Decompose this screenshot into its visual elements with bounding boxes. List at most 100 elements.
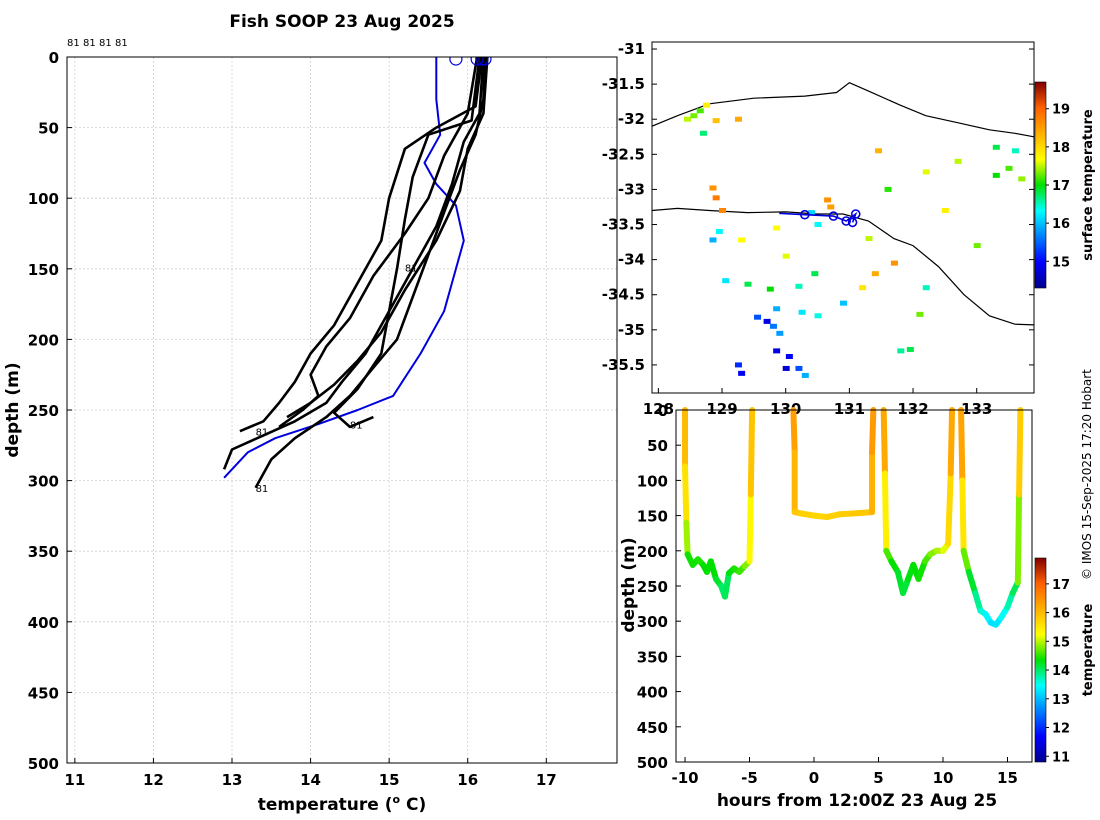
profile-ticks: 11 12 13 14 15 16 17 0 50 100 150 200 250 300 350 400 45… bbox=[28, 49, 557, 789]
profile-x-label: temperature (o C) bbox=[258, 793, 427, 815]
profile-label: 81 bbox=[256, 484, 269, 495]
profile-label: 81 bbox=[405, 264, 418, 275]
profile-y-tick-label: 50 bbox=[38, 120, 59, 138]
sst-pixel bbox=[865, 236, 873, 242]
profile-top-label: 81 bbox=[83, 38, 96, 49]
profile-top-label: 81 bbox=[99, 38, 112, 49]
sst-pixel bbox=[941, 207, 949, 213]
sst-pixel bbox=[814, 222, 822, 228]
section-y-tick-label: 500 bbox=[637, 754, 668, 772]
section-x-tick-label: 5 bbox=[873, 769, 883, 787]
sst-pixel bbox=[992, 144, 1000, 150]
sst-pixel bbox=[795, 365, 803, 371]
profile-grid bbox=[67, 56, 617, 764]
section-y-tick-label: 450 bbox=[637, 719, 668, 737]
section-plot-area bbox=[682, 407, 1024, 628]
sst-pixel bbox=[890, 260, 898, 266]
section-trace bbox=[1014, 491, 1023, 586]
sst-pixel bbox=[709, 185, 717, 191]
sst-pixel bbox=[773, 225, 781, 231]
profile-y-tick-label: 250 bbox=[28, 402, 59, 420]
sst-pixel bbox=[801, 372, 809, 378]
profile-top-labels: 81 81 81 81 bbox=[67, 38, 128, 49]
profile-label: 81 bbox=[256, 427, 269, 438]
sst-pixel bbox=[734, 362, 742, 368]
section-trace bbox=[880, 407, 888, 477]
map-y-tick-label: -34 bbox=[618, 251, 645, 269]
section-trace bbox=[915, 558, 928, 582]
section-x-tick-label: -5 bbox=[741, 769, 758, 787]
map-x-tick-label: 130 bbox=[770, 400, 801, 418]
section-colorbar-tick-label: 17 bbox=[1052, 578, 1070, 593]
sst-pixel bbox=[897, 348, 905, 354]
section-y-tick-label: 300 bbox=[637, 613, 668, 631]
map-x-tick-label: 133 bbox=[961, 400, 992, 418]
section-colorbar-tick-label: 11 bbox=[1052, 750, 1070, 765]
map-colorbar-tick-label: 16 bbox=[1052, 217, 1070, 232]
sst-pixel bbox=[773, 306, 781, 312]
profile-y-tick-label: 150 bbox=[28, 261, 59, 279]
sst-pixel bbox=[1018, 176, 1026, 182]
sst-pixel bbox=[798, 309, 806, 315]
section-trace bbox=[881, 470, 890, 554]
section-y-tick-label: 150 bbox=[637, 508, 668, 526]
sst-pixel bbox=[769, 323, 777, 329]
section-trace bbox=[849, 509, 876, 517]
map-panel: -31 -31.5 -32 -32.5 -33 -33.5 -34 -34.5 -35 -35.5… bbox=[602, 40, 1096, 418]
sst-pixel bbox=[709, 237, 717, 243]
profile-y-tick-label: 350 bbox=[28, 543, 59, 561]
profile-y-label: depth (m) bbox=[3, 362, 23, 457]
profile-line-profile-1 bbox=[254, 57, 487, 489]
sst-pixel bbox=[973, 243, 981, 249]
sst-pixel bbox=[782, 253, 790, 259]
sst-pixel bbox=[827, 204, 835, 210]
section-x-tick-label: 0 bbox=[809, 769, 819, 787]
section-y-tick-label: 0 bbox=[658, 402, 668, 420]
section-y-tick-label: 50 bbox=[647, 437, 668, 455]
sst-pixel bbox=[1034, 306, 1041, 311]
section-trace bbox=[960, 547, 972, 575]
sst-pixel bbox=[684, 116, 692, 122]
sst-pixel bbox=[699, 130, 707, 136]
profile-x-tick-label: 14 bbox=[300, 771, 321, 789]
section-y-tick-label: 100 bbox=[637, 472, 668, 490]
section-trace bbox=[959, 477, 967, 554]
sst-pixel bbox=[811, 271, 819, 277]
section-colorbar-label: temperature bbox=[1081, 604, 1096, 697]
section-y-tick-label: 350 bbox=[637, 648, 668, 666]
profile-top-label: 81 bbox=[115, 38, 128, 49]
map-colorbar-ticks: 15 16 17 18 19 bbox=[1046, 103, 1070, 270]
track-marker bbox=[850, 209, 861, 219]
sst-pixel bbox=[814, 313, 822, 319]
coastline-north bbox=[652, 82, 1034, 138]
section-trace bbox=[746, 491, 754, 565]
map-y-tick-label: -33 bbox=[618, 180, 645, 198]
section-colorbar-tick-label: 16 bbox=[1052, 607, 1070, 622]
map-x-tick-label: 129 bbox=[706, 400, 737, 418]
section-trace bbox=[682, 463, 690, 526]
map-y-tick-label: -35.5 bbox=[602, 356, 645, 374]
section-y-label: depth (m) bbox=[619, 537, 639, 632]
sst-pixel bbox=[884, 186, 892, 192]
sst-pixel bbox=[795, 283, 803, 289]
sst-pixel bbox=[738, 237, 746, 243]
profile-y-tick-label: 0 bbox=[49, 49, 59, 67]
sst-pixel bbox=[712, 118, 720, 124]
track-marker bbox=[847, 217, 858, 228]
sst-pixel bbox=[776, 330, 784, 336]
profile-axes-box bbox=[66, 56, 618, 764]
profile-y-tick-label: 200 bbox=[28, 331, 59, 349]
map-y-tick-label: -31.5 bbox=[602, 75, 645, 93]
profile-y-tick-label: 100 bbox=[28, 190, 59, 208]
copyright-credit: © IMOS 15-Sep-2025 17:20 Hobart bbox=[1080, 369, 1094, 580]
section-x-label: hours from 12:00Z 23 Aug 25 bbox=[717, 791, 997, 811]
profile-x-tick-label: 12 bbox=[143, 771, 164, 789]
surface-marker bbox=[470, 57, 484, 66]
section-colorbar-ticks: 11 12 13 14 15 16 17 bbox=[1046, 578, 1070, 765]
map-y-tick-label: -32.5 bbox=[602, 145, 645, 163]
section-trace bbox=[947, 407, 956, 477]
section-x-tick-label: 15 bbox=[997, 769, 1018, 787]
sst-pixel bbox=[766, 286, 774, 292]
sst-pixel bbox=[1011, 148, 1019, 154]
map-x-tick-label: 128 bbox=[643, 400, 674, 418]
